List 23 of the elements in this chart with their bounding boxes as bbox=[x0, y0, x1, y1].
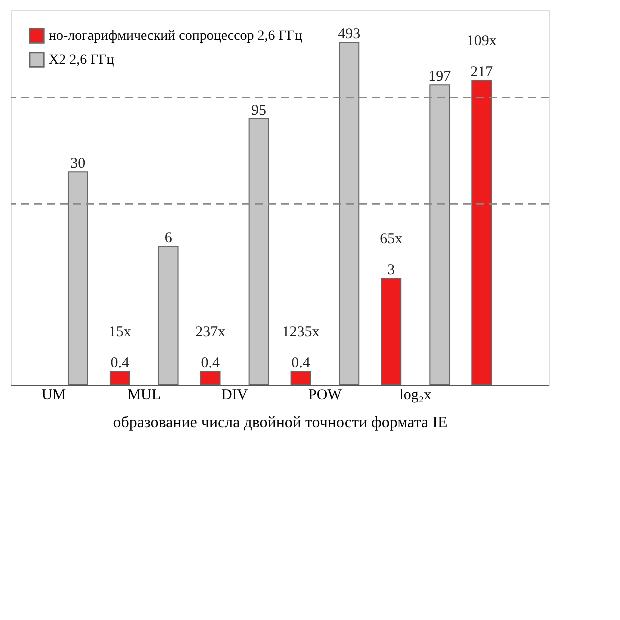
x-tick-label: DIV bbox=[221, 388, 248, 404]
data-label: 217 bbox=[470, 64, 494, 81]
data-label: 0.4 bbox=[201, 356, 220, 372]
x-tick-label: MUL bbox=[128, 388, 162, 404]
data-label: 6 bbox=[164, 230, 173, 247]
annotation: 65x bbox=[380, 232, 404, 248]
x-tick-label: UM bbox=[42, 388, 66, 404]
data-label: 0.4 bbox=[110, 356, 130, 372]
data-label: 30 bbox=[70, 156, 86, 172]
annotation: 109x bbox=[466, 34, 498, 50]
data-label: 0.4 bbox=[292, 356, 311, 372]
legend-label: но-логарифмический сопроцессор 2,6 ГГц bbox=[49, 29, 303, 44]
annotation: 1235x bbox=[282, 324, 320, 341]
x-tick-label: log₂x bbox=[400, 388, 432, 404]
data-label: 197 bbox=[428, 69, 452, 86]
x-axis-title: образование числа двойной точности формата IE bbox=[113, 414, 448, 432]
data-label: 493 bbox=[338, 26, 361, 43]
annotation: 15x bbox=[108, 324, 132, 341]
annotation: 237x bbox=[196, 324, 226, 341]
data-label: 95 bbox=[252, 102, 267, 119]
legend-label: X2 2,6 ГГц bbox=[49, 53, 115, 68]
x-tick-label: POW bbox=[308, 388, 343, 404]
data-label: 3 bbox=[388, 262, 396, 279]
